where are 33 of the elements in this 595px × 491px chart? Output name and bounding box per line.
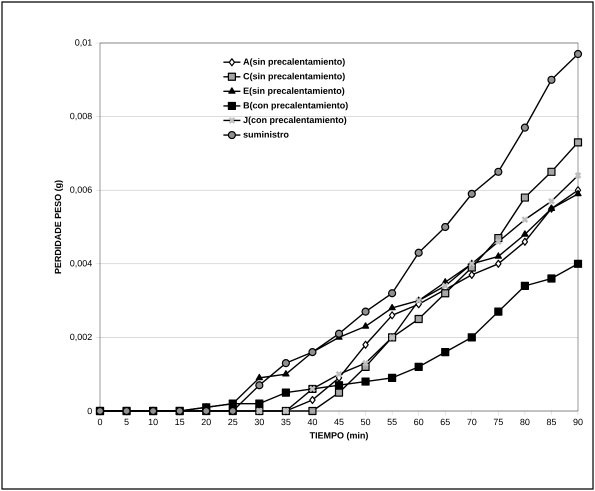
x-tick-label: 90 xyxy=(573,418,583,426)
x-tick-label: 10 xyxy=(148,418,158,426)
x-tick-label: 15 xyxy=(175,418,184,426)
y-tick-label: 0 xyxy=(88,408,92,414)
x-tick-label: 20 xyxy=(202,418,211,426)
x-tick-label: 60 xyxy=(414,418,424,426)
x-tick-label: 85 xyxy=(546,418,556,426)
x-tick-label: 70 xyxy=(467,418,476,426)
legend-label: E(sin precalentamiento) xyxy=(244,87,344,96)
legend-label: C(sin precalentamiento) xyxy=(243,72,345,82)
x-tick-label: 80 xyxy=(520,418,530,426)
x-tick-label: 5 xyxy=(124,418,129,426)
legend-label: B(con precalentamiento) xyxy=(244,102,348,110)
x-tick-label: 35 xyxy=(281,418,290,426)
y-tick-label: 0,006 xyxy=(70,186,92,194)
y-tick-label: 0,008 xyxy=(70,112,92,120)
x-tick-label: 45 xyxy=(334,418,344,426)
y-tick-label: 0,01 xyxy=(75,39,92,47)
x-tick-label: 75 xyxy=(494,418,503,426)
legend-label: A(sin precalentamiento) xyxy=(243,58,345,67)
y-tick-label: 0,004 xyxy=(70,260,92,268)
legend-label: suministro xyxy=(243,131,289,138)
x-tick-label: 65 xyxy=(440,418,450,426)
x-tick-label: 0 xyxy=(98,418,102,426)
x-tick-label: 25 xyxy=(228,418,238,426)
x-tick-label: 55 xyxy=(387,418,397,426)
legend-label: J(con precalentamiento) xyxy=(243,116,346,125)
x-tick-label: 40 xyxy=(308,418,318,426)
x-tick-label: 50 xyxy=(360,418,370,426)
y-tick-label: 0,002 xyxy=(70,334,92,342)
x-tick-label: 30 xyxy=(254,418,264,426)
x-axis-title: TIEMPO (min) xyxy=(310,432,368,440)
y-axis-title: PERDIDADE PESO (g) xyxy=(54,180,63,274)
